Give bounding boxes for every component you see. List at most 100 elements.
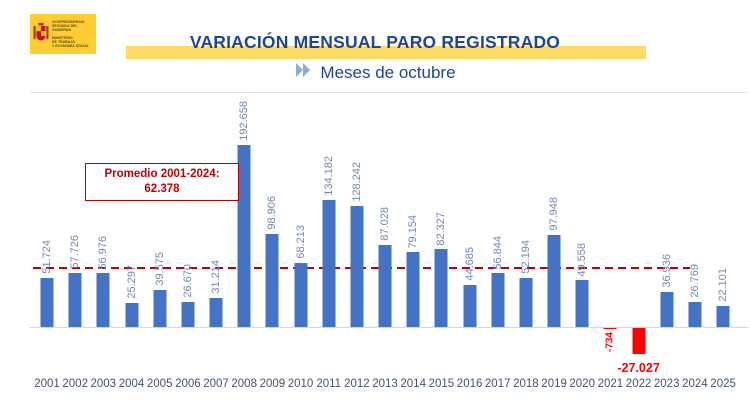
year-label-2016: 2016 xyxy=(456,378,483,390)
year-label-2025: 2025 xyxy=(710,378,736,390)
bar-2007 xyxy=(209,297,223,327)
page-title: VARIACIÓN MENSUAL PARO REGISTRADO xyxy=(189,32,561,52)
bar-2024 xyxy=(688,301,702,327)
chart-column-2007: 31.214 2007 xyxy=(202,92,230,402)
chart-column-2013: 87.028 2013 xyxy=(371,92,399,402)
value-label-2017: 56.844 xyxy=(491,235,504,270)
bar-chart: 51.724 2001 57.726 2002 56.976 2003 25.297 2004… xyxy=(0,92,750,402)
bar-2016 xyxy=(463,284,477,327)
logo-text: VICEPRESIDENCIA SEGUNDA DEL GOBIERNO MIN… xyxy=(52,20,93,48)
bar-2014 xyxy=(406,252,420,327)
chart-column-2006: 26.670 2006 xyxy=(174,92,202,402)
value-label-2021: -734 xyxy=(604,332,616,353)
chart-column-2016: 44.685 2016 xyxy=(456,92,484,402)
chart-column-2012: 128.242 2012 xyxy=(343,92,371,402)
value-label-2002: 57.726 xyxy=(69,234,82,269)
chart-column-2014: 79.154 2014 xyxy=(399,92,427,402)
value-label-2016: 44.685 xyxy=(463,247,476,281)
chart-column-2023: 36.936 2023 xyxy=(653,92,681,402)
chart-column-2017: 56.844 2017 xyxy=(484,92,512,402)
chart-column-2018: 52.194 2018 xyxy=(512,92,540,402)
logo-org-line2: SEGUNDA DEL GOBIERNO xyxy=(52,24,78,33)
bar-2013 xyxy=(378,244,392,327)
value-label-2025: 22.101 xyxy=(717,268,730,303)
logo-ministry-line2: DE TRABAJO xyxy=(52,39,76,44)
bar-2004 xyxy=(125,303,138,327)
average-annotation-line1: Promedio 2001-2024: xyxy=(104,168,220,180)
logo-ministry-line3: Y ECONOMÍA SOCIAL xyxy=(52,43,90,48)
bar-2018 xyxy=(519,277,533,327)
bar-2001 xyxy=(40,278,54,327)
value-label-2005: 39.575 xyxy=(153,251,166,286)
year-label-2015: 2015 xyxy=(428,378,455,390)
value-label-2004: 25.297 xyxy=(125,265,138,300)
bar-2019 xyxy=(547,234,561,327)
year-label-2021: 2021 xyxy=(597,378,624,390)
year-label-2011: 2011 xyxy=(316,378,342,390)
bar-2003 xyxy=(96,273,110,327)
value-label-2006: 26.670 xyxy=(181,264,194,298)
year-label-2018: 2018 xyxy=(513,378,539,390)
year-label-2022: 2022 xyxy=(625,378,652,390)
chart-column-2015: 82.327 2015 xyxy=(427,92,455,402)
chart-column-2005: 39.575 2005 xyxy=(146,92,174,402)
chevron-right-icon xyxy=(294,62,316,83)
average-annotation-box: Promedio 2001-2024: 62.378 xyxy=(85,163,239,201)
chart-column-2001: 51.724 2001 xyxy=(33,92,61,402)
value-label-2009: 98.906 xyxy=(266,195,279,230)
year-label-2014: 2014 xyxy=(400,378,426,390)
value-label-2011: 134.182 xyxy=(322,156,335,197)
value-label-2023: 36.936 xyxy=(660,254,673,289)
year-label-2010: 2010 xyxy=(287,378,314,390)
year-label-2012: 2012 xyxy=(344,378,370,390)
bar-2009 xyxy=(265,233,279,327)
chart-column-2004: 25.297 2004 xyxy=(118,92,146,402)
logo-ministry-line1: MINISTERIO xyxy=(52,35,73,40)
year-label-2019: 2019 xyxy=(541,378,567,390)
top-gridline xyxy=(30,92,748,93)
year-label-2017: 2017 xyxy=(484,378,511,390)
year-label-2001: 2001 xyxy=(34,378,60,390)
government-logo: VICEPRESIDENCIA SEGUNDA DEL GOBIERNO MIN… xyxy=(30,14,96,54)
bar-2012 xyxy=(350,205,364,327)
chart-column-2022: -27.027 2022 xyxy=(617,92,660,402)
bar-2023 xyxy=(660,292,674,327)
year-label-2020: 2020 xyxy=(569,378,595,390)
year-label-2003: 2003 xyxy=(90,378,117,390)
chart-column-2009: 98.906 2009 xyxy=(258,92,286,402)
bar-2005 xyxy=(153,289,167,327)
chart-column-2003: 56.976 2003 xyxy=(89,92,117,402)
bar-2022 xyxy=(632,328,646,354)
spain-coat-of-arms-icon xyxy=(33,20,49,49)
bar-2002 xyxy=(68,272,82,327)
year-label-2013: 2013 xyxy=(372,378,398,390)
bar-2010 xyxy=(294,262,307,327)
bar-2021 xyxy=(603,328,617,329)
year-label-2006: 2006 xyxy=(175,378,201,390)
value-label-2015: 82.327 xyxy=(435,211,448,246)
value-label-2012: 128.242 xyxy=(350,162,363,202)
chart-column-2011: 134.182 2011 xyxy=(315,92,343,402)
value-label-2013: 87.028 xyxy=(379,207,391,241)
year-label-2007: 2007 xyxy=(203,378,229,390)
year-label-2023: 2023 xyxy=(653,378,680,390)
year-label-2002: 2002 xyxy=(62,378,88,390)
value-label-2008: 192.658 xyxy=(238,101,251,141)
logo-org-line1: VICEPRESIDENCIA xyxy=(52,19,85,24)
chart-column-2021: -734 2021 xyxy=(596,92,624,402)
value-label-2014: 79.154 xyxy=(407,214,420,249)
year-label-2004: 2004 xyxy=(118,378,145,390)
year-label-2005: 2005 xyxy=(146,378,173,390)
bar-2017 xyxy=(491,273,505,327)
bar-2015 xyxy=(434,249,448,327)
bar-2025 xyxy=(716,306,730,327)
chart-column-2020: 49.558 2020 xyxy=(568,92,596,402)
chart-column-2010: 68.213 2010 xyxy=(287,92,315,402)
chart-subtitle: Meses de octubre xyxy=(320,62,456,82)
bar-2008 xyxy=(237,145,251,327)
chart-column-2002: 57.726 2002 xyxy=(61,92,89,402)
bar-2011 xyxy=(322,200,336,327)
chart-column-2025: 22.101 2025 xyxy=(709,92,737,402)
value-label-2018: 52.194 xyxy=(519,240,532,274)
value-label-2020: 49.558 xyxy=(576,242,589,277)
